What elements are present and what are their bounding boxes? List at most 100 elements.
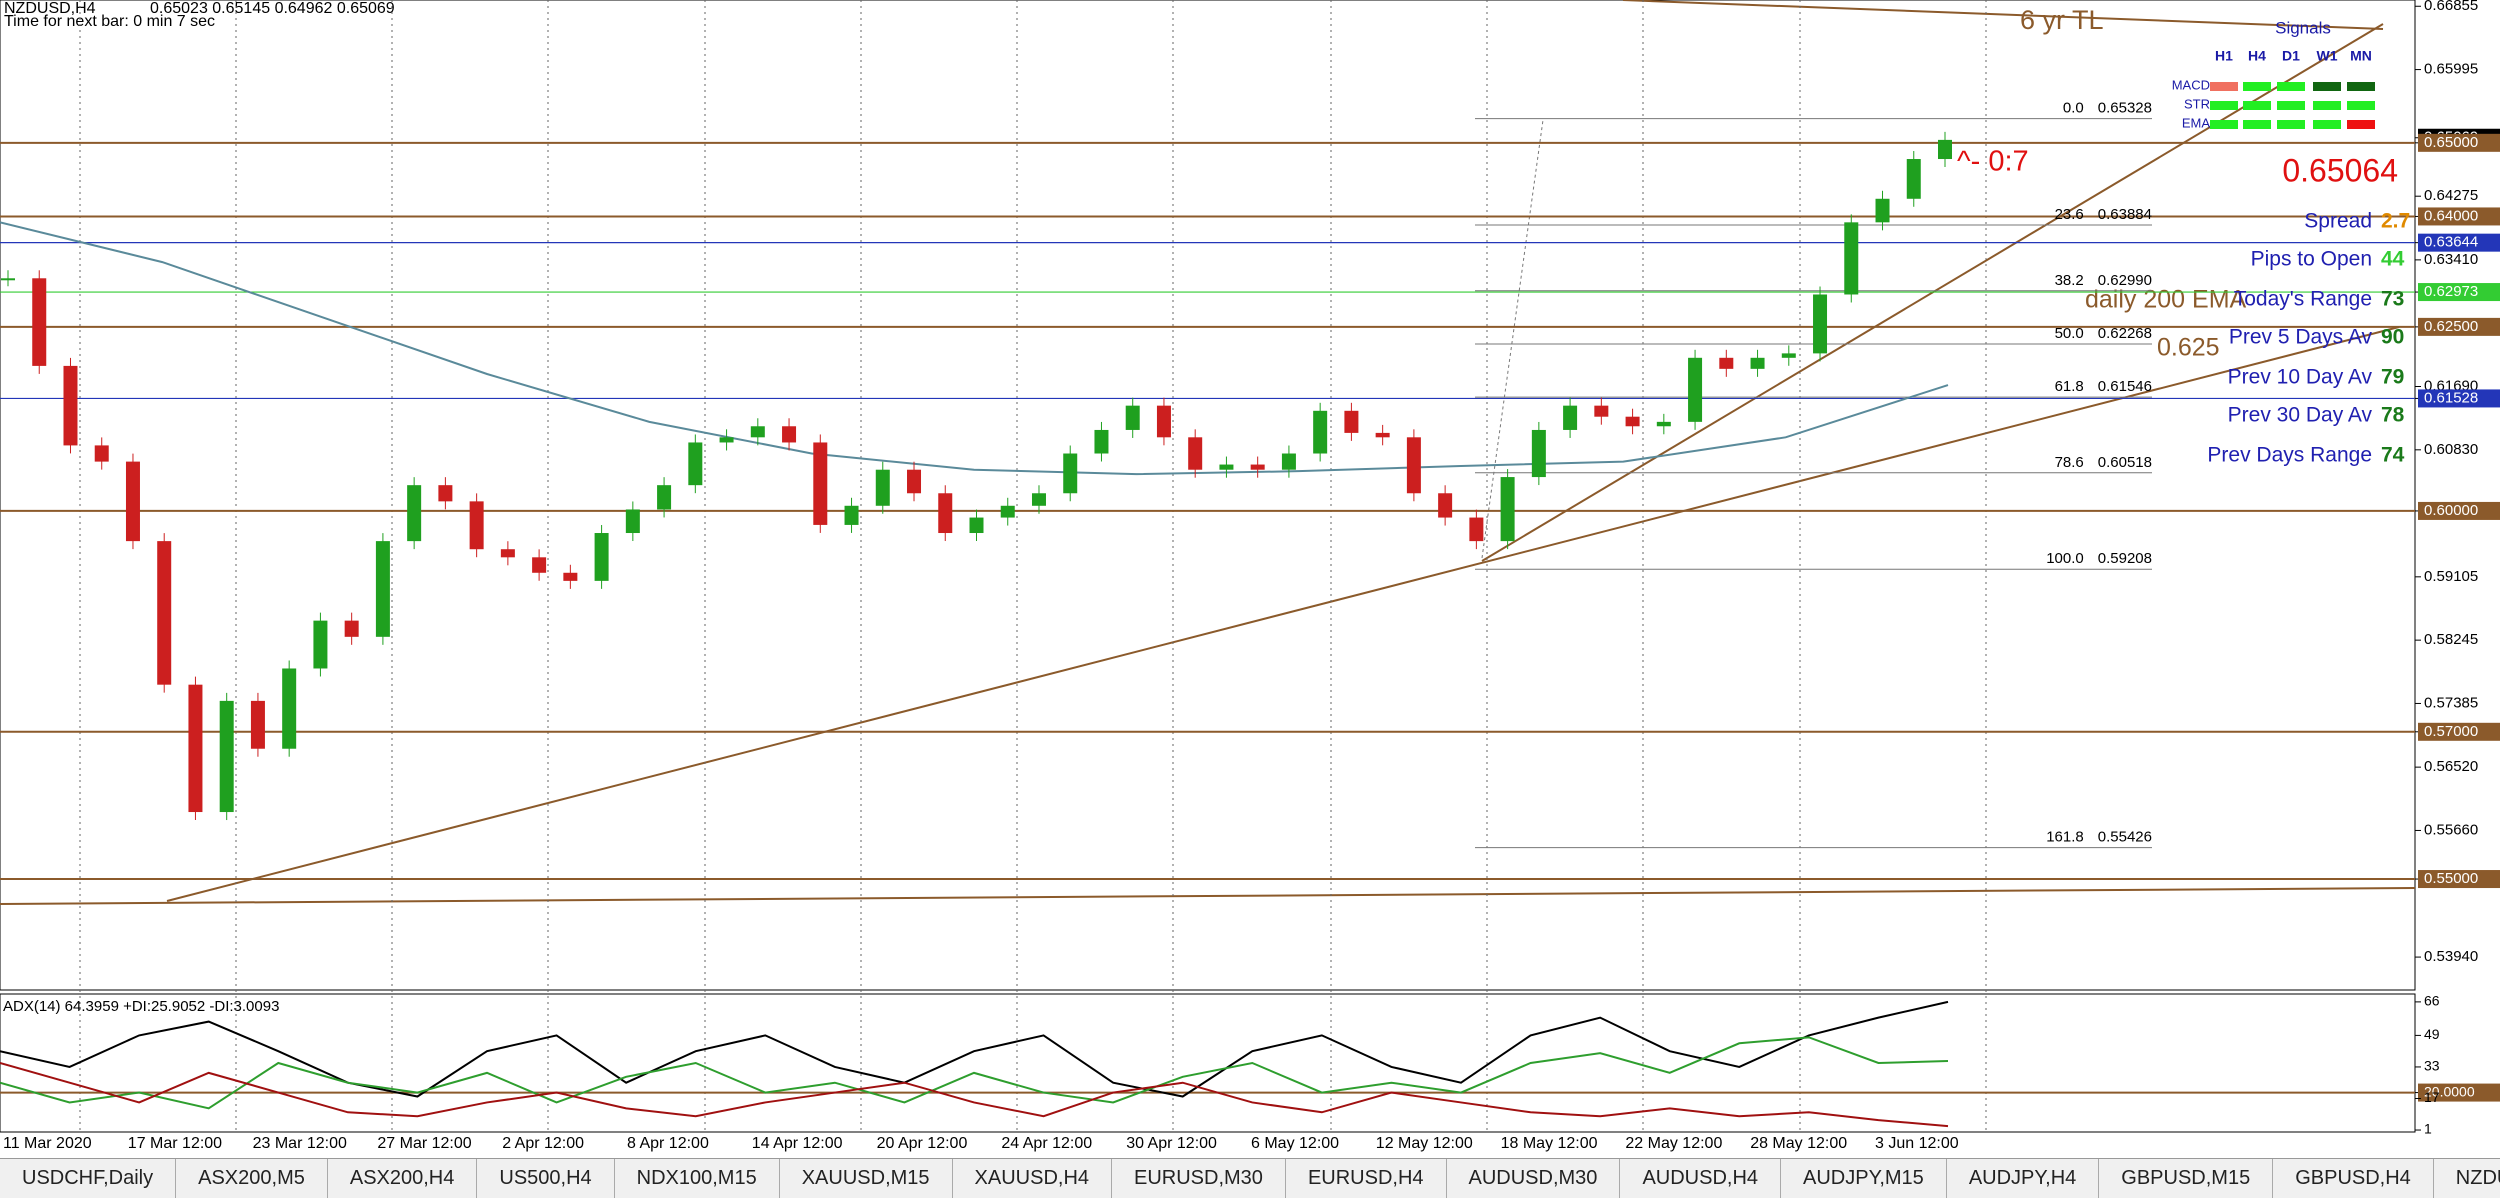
candle: [1813, 294, 1828, 354]
candle: [1344, 410, 1359, 433]
candle: [688, 442, 703, 486]
trendline-label: 6 yr TL: [2020, 5, 2104, 35]
y-tick-label: 0.60000: [2424, 502, 2478, 519]
fib-label: 78.6 0.60518: [2055, 454, 2152, 471]
info-label: Prev 5 Days Av: [2229, 326, 2373, 349]
candle: [407, 485, 422, 542]
signal-column: W1: [2317, 48, 2338, 64]
x-tick-label: 8 Apr 12:00: [627, 1135, 709, 1152]
candle: [1375, 432, 1390, 438]
chart-tab[interactable]: XAUUSD,H4: [953, 1159, 1113, 1198]
candle: [1844, 222, 1859, 295]
y-tick-label: 0.66855: [2424, 0, 2478, 14]
fib-level: 100.0: [2046, 550, 2084, 567]
candle: [969, 517, 984, 534]
candle: [438, 485, 453, 502]
candle: [1281, 453, 1296, 470]
candle: [1000, 505, 1015, 518]
candle: [469, 501, 484, 550]
y-tick-label: 0.59105: [2424, 568, 2478, 585]
y-tick-label: 0.62973: [2424, 283, 2478, 300]
signal-column: H1: [2215, 48, 2233, 64]
chart: NZDUSD,H4 0.65023 0.65145 0.64962 0.6506…: [0, 0, 2500, 1152]
candle: [1563, 405, 1578, 430]
fib-level: 61.8: [2055, 378, 2084, 395]
y-tick-bg: [2418, 317, 2500, 336]
y-tick-bg: [2418, 207, 2500, 226]
y-tick-bg: [2418, 1083, 2500, 1102]
adx-line: [0, 1062, 1949, 1128]
candle: [250, 700, 265, 749]
candle: [1, 278, 15, 281]
fib-price: 0.62268: [2098, 325, 2152, 342]
chart-tab[interactable]: NDX100,M15: [615, 1159, 780, 1198]
chart-tab[interactable]: AUDJPY,M15: [1781, 1159, 1947, 1198]
candle: [938, 493, 953, 534]
candle: [32, 278, 47, 366]
candle: [1656, 421, 1671, 427]
y-tick-label: 0.56520: [2424, 758, 2478, 775]
candle: [1594, 405, 1609, 417]
chart-tab[interactable]: AUDUSD,M30: [1447, 1159, 1621, 1198]
chart-tab[interactable]: NZDUSD,M15: [2434, 1159, 2500, 1198]
chart-tab[interactable]: GBPUSD,M15: [2099, 1159, 2274, 1198]
chart-tab[interactable]: XAUUSD,M15: [780, 1159, 953, 1198]
chart-tab[interactable]: USDCHF,Daily: [0, 1159, 177, 1198]
candle: [844, 505, 859, 525]
chart-tab[interactable]: ASX200,M5: [176, 1159, 328, 1198]
fib-level: 23.6: [2055, 206, 2084, 223]
candle: [1688, 357, 1703, 422]
y-tick-bg: [2418, 722, 2500, 741]
candle: [375, 541, 390, 637]
candle: [563, 572, 578, 581]
x-tick-label: 12 May 12:00: [1376, 1135, 1473, 1152]
candle: [1219, 464, 1234, 470]
info-value: 90: [2381, 326, 2404, 349]
signal-column: MN: [2350, 48, 2372, 64]
y-tick-label: 0.65995: [2424, 61, 2478, 78]
fib-level: 38.2: [2055, 272, 2084, 289]
fib-price: 0.65328: [2098, 100, 2152, 117]
y-tick-bg: [2418, 133, 2500, 152]
y-tick-label: 0.55000: [2424, 870, 2478, 887]
candle: [1500, 477, 1515, 542]
candle: [1125, 405, 1140, 430]
candle: [813, 442, 828, 525]
candle: [1750, 357, 1765, 369]
x-tick-label: 30 Apr 12:00: [1126, 1135, 1217, 1152]
x-tick-label: 23 Mar 12:00: [253, 1135, 347, 1152]
candle: [782, 426, 797, 443]
x-tick-label: 24 Apr 12:00: [1001, 1135, 1092, 1152]
y-tick-label: 0.58245: [2424, 631, 2478, 648]
x-tick-label: 22 May 12:00: [1625, 1135, 1722, 1152]
candle: [1781, 353, 1796, 358]
candle: [157, 541, 172, 685]
chart-tab[interactable]: US500,H4: [477, 1159, 615, 1198]
y-tick-label: 0.55660: [2424, 821, 2478, 838]
candle: [1438, 493, 1453, 518]
signal-column: H4: [2248, 48, 2266, 64]
chart-tab[interactable]: ASX200,H4: [328, 1159, 478, 1198]
y-tick-bg: [2418, 501, 2500, 520]
info-label: Spread: [2304, 210, 2372, 233]
candle: [1875, 198, 1890, 223]
candle: [1188, 437, 1203, 470]
ohlc: 0.65023 0.65145 0.64962 0.65069: [150, 0, 395, 17]
candle: [188, 684, 203, 813]
x-tick-label: 28 May 12:00: [1750, 1135, 1847, 1152]
candle: [1313, 410, 1328, 454]
chart-tab[interactable]: AUDUSD,H4: [1620, 1159, 1782, 1198]
candle: [282, 668, 297, 749]
trend-line: [166, 326, 2400, 902]
chart-tab[interactable]: AUDJPY,H4: [1947, 1159, 2100, 1198]
chart-tab[interactable]: EURUSD,H4: [1286, 1159, 1447, 1198]
y-tick-label: 1: [2424, 1121, 2432, 1137]
info-value: 2.7: [2381, 210, 2410, 233]
signals-title: Signals: [2275, 18, 2331, 37]
fib-level: 50.0: [2055, 325, 2084, 342]
chart-tab[interactable]: GBPUSD,H4: [2273, 1159, 2434, 1198]
candle: [907, 469, 922, 494]
chart-tab[interactable]: EURUSD,M30: [1112, 1159, 1286, 1198]
fib-price: 0.59208: [2098, 550, 2152, 567]
